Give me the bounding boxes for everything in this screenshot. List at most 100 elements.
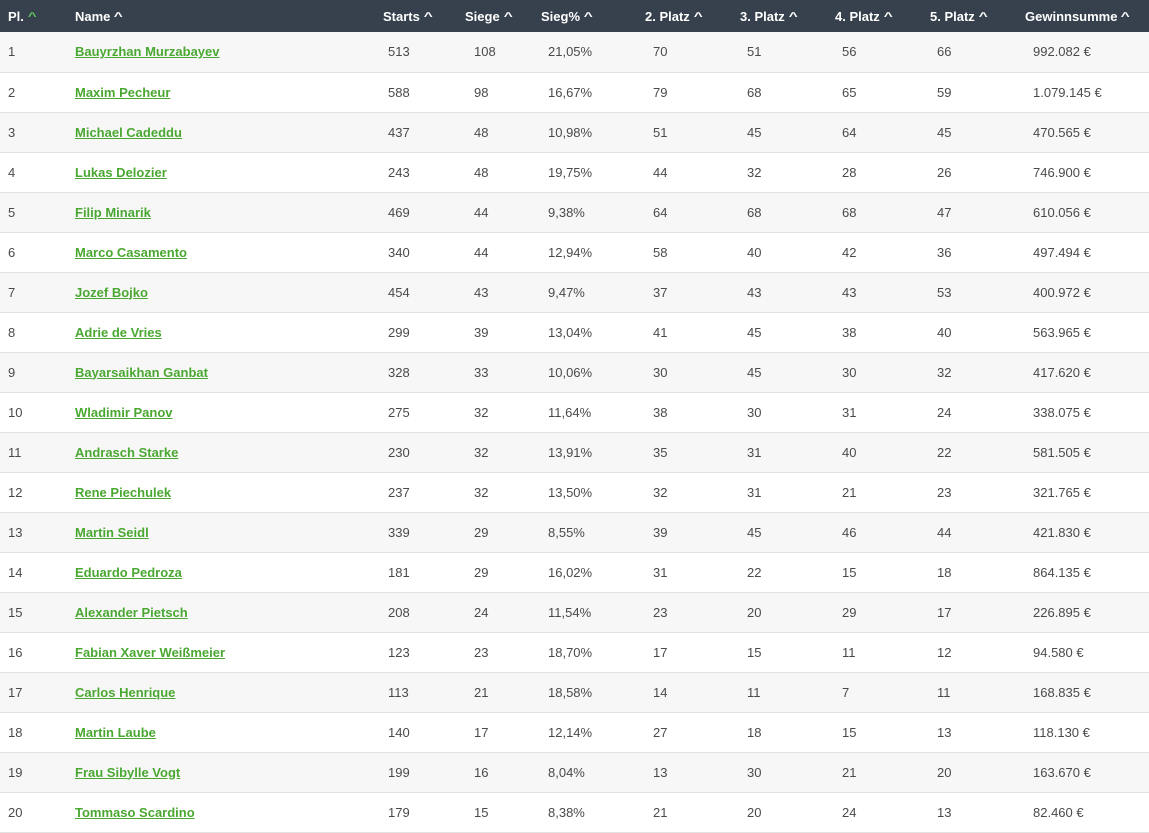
jockey-name-link[interactable]: Tommaso Scardino — [75, 804, 195, 820]
cell-fourth-place: 68 — [842, 204, 857, 220]
jockey-name-link[interactable]: Rene Piechulek — [75, 484, 172, 500]
cell-second-place: 51 — [653, 124, 668, 140]
cell-third-place: 31 — [747, 484, 762, 500]
cell-second-place: 79 — [653, 84, 668, 100]
jockey-name-link[interactable]: Martin Seidl — [75, 524, 149, 540]
table-row: 8 Adrie de Vries 299 39 13,04% 41 45 38 40 563.96… — [0, 312, 1149, 352]
table-body: 1 Bauyrzhan Murzabayev 513 108 21,05% 70 51 56 6… — [0, 32, 1149, 832]
jockey-name-link[interactable]: Michael Cadeddu — [75, 124, 182, 140]
column-header-label: 5. Platz — [930, 8, 975, 24]
cell-fourth-place: 11 — [842, 644, 856, 660]
jockey-name-link[interactable]: Marco Casamento — [75, 244, 187, 260]
cell-wins: 21 — [474, 684, 489, 700]
cell-name: Bayarsaikhan Ganbat — [75, 352, 383, 392]
cell-name: Adrie de Vries — [75, 312, 383, 352]
cell-third-place: 40 — [747, 244, 762, 260]
column-header-label: Pl. — [8, 8, 24, 24]
table-header: Pl. ^ Name ^ Starts ^ Siege ^ Sieg% ^ 2. Platz ^ 3. … — [0, 0, 1149, 32]
cell-name: Wladimir Panov — [75, 392, 383, 432]
column-header-label: Gewinnsumme — [1025, 8, 1118, 24]
cell-name: Martin Laube — [75, 712, 383, 752]
cell-fourth-place: 40 — [842, 444, 857, 460]
cell-second-place: 31 — [653, 564, 668, 580]
jockey-name-link[interactable]: Maxim Pecheur — [75, 84, 171, 100]
cell-starts: 437 — [388, 124, 410, 140]
cell-rank: 5 — [8, 204, 16, 220]
cell-fourth-place: 21 — [842, 484, 857, 500]
sort-header-win-percent[interactable]: Sieg% ^ — [541, 0, 645, 32]
jockey-name-link[interactable]: Alexander Pietsch — [75, 604, 188, 620]
cell-win-percent: 19,75% — [548, 164, 593, 180]
sort-header-second-place[interactable]: 2. Platz ^ — [645, 0, 740, 32]
jockey-name-link[interactable]: Bayarsaikhan Ganbat — [75, 364, 208, 380]
sort-header-rank[interactable]: Pl. ^ — [0, 0, 75, 32]
cell-second-place: 23 — [653, 604, 668, 620]
sort-header-prize-money[interactable]: Gewinnsumme ^ — [1025, 0, 1149, 32]
table-row: 10 Wladimir Panov 275 32 11,64% 38 30 31 24 338.0… — [0, 392, 1149, 432]
sort-header-name[interactable]: Name ^ — [75, 0, 383, 32]
cell-rank: 17 — [8, 684, 23, 700]
cell-second-place: 27 — [653, 724, 668, 740]
table-row: 6 Marco Casamento 340 44 12,94% 58 40 42 36 497.4… — [0, 232, 1149, 272]
cell-rank: 10 — [8, 404, 23, 420]
jockey-name-link[interactable]: Eduardo Pedroza — [75, 564, 182, 580]
cell-third-place: 30 — [747, 764, 762, 780]
cell-second-place: 64 — [653, 204, 668, 220]
table-row: 17 Carlos Henrique 113 21 18,58% 14 11 7 11 168.8… — [0, 672, 1149, 712]
cell-starts: 140 — [388, 724, 410, 740]
cell-name: Carlos Henrique — [75, 672, 383, 712]
cell-wins: 29 — [474, 564, 489, 580]
cell-rank: 2 — [8, 84, 16, 100]
jockey-name-link[interactable]: Jozef Bojko — [75, 284, 148, 300]
cell-wins: 32 — [474, 404, 489, 420]
table-row: 15 Alexander Pietsch 208 24 11,54% 23 20 29 17 22… — [0, 592, 1149, 632]
table-row: 3 Michael Cadeddu 437 48 10,98% 51 45 64 45 470.5… — [0, 112, 1149, 152]
table-row: 14 Eduardo Pedroza 181 29 16,02% 31 22 15 18 864.… — [0, 552, 1149, 592]
jockey-name-link[interactable]: Carlos Henrique — [75, 684, 176, 700]
jockey-name-link[interactable]: Fabian Xaver Weißmeier — [75, 644, 226, 660]
cell-prize-money: 338.075 € — [1033, 404, 1091, 420]
cell-prize-money: 864.135 € — [1033, 564, 1091, 580]
cell-name: Rene Piechulek — [75, 472, 383, 512]
cell-third-place: 11 — [747, 684, 761, 700]
jockey-name-link[interactable]: Filip Minarik — [75, 204, 151, 220]
cell-rank: 11 — [8, 444, 22, 460]
cell-prize-money: 581.505 € — [1033, 444, 1091, 460]
jockey-name-link[interactable]: Martin Laube — [75, 724, 156, 740]
cell-rank: 14 — [8, 564, 23, 580]
sort-header-fourth-place[interactable]: 4. Platz ^ — [835, 0, 930, 32]
table-row: 1 Bauyrzhan Murzabayev 513 108 21,05% 70 51 56 6… — [0, 32, 1149, 72]
table-row: 19 Frau Sibylle Vogt 199 16 8,04% 13 30 21 20 163… — [0, 752, 1149, 792]
cell-wins: 43 — [474, 284, 489, 300]
cell-starts: 328 — [388, 364, 410, 380]
jockey-name-link[interactable]: Wladimir Panov — [75, 404, 173, 420]
sort-header-starts[interactable]: Starts ^ — [383, 0, 465, 32]
cell-wins: 16 — [474, 764, 489, 780]
sort-header-third-place[interactable]: 3. Platz ^ — [740, 0, 835, 32]
cell-prize-money: 497.494 € — [1033, 244, 1091, 260]
sort-header-wins[interactable]: Siege ^ — [465, 0, 541, 32]
cell-fourth-place: 21 — [842, 764, 857, 780]
cell-starts: 339 — [388, 524, 410, 540]
cell-wins: 98 — [474, 84, 489, 100]
cell-rank: 4 — [8, 164, 16, 180]
jockey-name-link[interactable]: Adrie de Vries — [75, 324, 162, 340]
cell-starts: 243 — [388, 164, 410, 180]
sort-header-fifth-place[interactable]: 5. Platz ^ — [930, 0, 1025, 32]
jockey-name-link[interactable]: Frau Sibylle Vogt — [75, 764, 181, 780]
cell-third-place: 15 — [747, 644, 762, 660]
cell-starts: 237 — [388, 484, 410, 500]
cell-second-place: 13 — [653, 764, 668, 780]
cell-name: Jozef Bojko — [75, 272, 383, 312]
jockey-name-link[interactable]: Andrasch Starke — [75, 444, 179, 460]
chevron-up-icon: ^ — [883, 10, 893, 23]
cell-starts: 208 — [388, 604, 410, 620]
jockey-name-link[interactable]: Lukas Delozier — [75, 164, 167, 180]
cell-starts: 123 — [388, 644, 410, 660]
cell-fourth-place: 42 — [842, 244, 857, 260]
cell-prize-money: 226.895 € — [1033, 604, 1091, 620]
cell-fourth-place: 7 — [842, 684, 850, 700]
cell-rank: 6 — [8, 244, 16, 260]
jockey-name-link[interactable]: Bauyrzhan Murzabayev — [75, 44, 220, 60]
